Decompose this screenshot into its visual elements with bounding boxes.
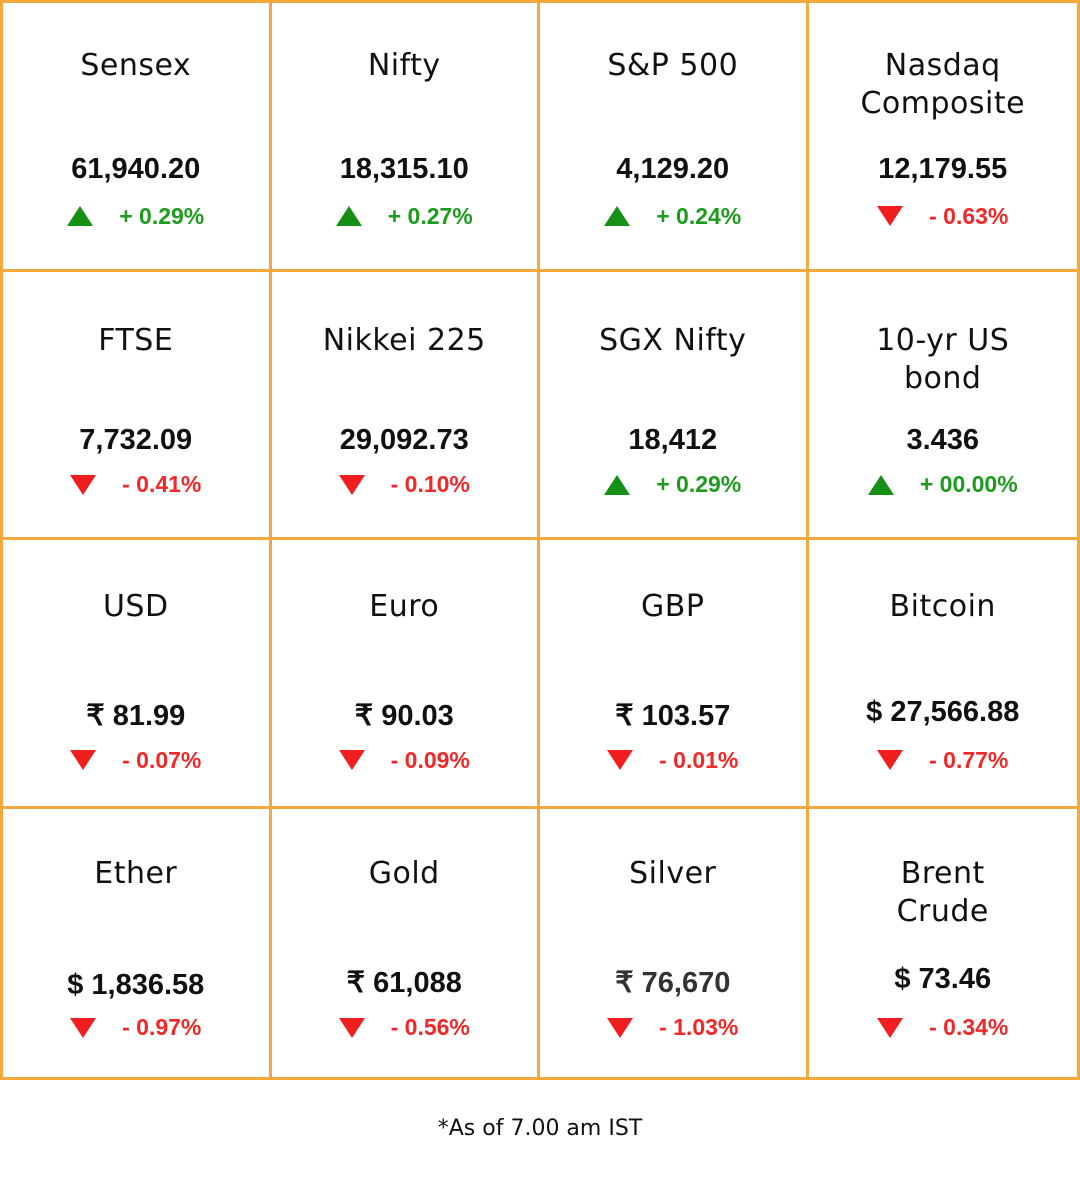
tile-name: GBP [641,589,705,624]
tile-change-text: - 0.56% [390,1014,470,1040]
tile-name: Euro [369,589,440,624]
tile-change-text: - 1.03% [659,1014,739,1040]
tile-change: + 0.24% [540,201,806,231]
tile-change: + 00.00% [809,470,1078,500]
tile-name: Bitcoin [889,589,996,624]
triangle-down-icon [338,750,365,770]
tile-value: 4,129.20 [616,153,730,185]
tile-name: Silver [629,855,717,891]
timestamp-note: *As of 7.00 am IST [437,1116,643,1141]
tile-change-text: - 0.10% [390,471,470,497]
tile-change-text: + 00.00% [919,471,1018,497]
triangle-up-icon [867,474,894,495]
tile-value: 12,179.55 [878,153,1008,185]
triangle-up-icon [604,474,631,495]
tile-change: - 0.01% [540,745,806,775]
tile-usd: USD ₹ 81.99 - 0.07% [3,540,272,809]
tile-value: ₹ 103.57 [615,700,731,732]
tile-change-text: + 0.29% [656,471,742,497]
tile-name: Gold [368,855,440,891]
tile-value: $ 1,836.58 [67,968,205,1001]
tile-bitcoin: Bitcoin $ 27,566.88 - 0.77% [808,540,1078,809]
triangle-down-icon [607,1017,634,1038]
tile-value: 3.436 [906,423,980,456]
triangle-down-icon [877,750,904,770]
tile-change-text: - 0.34% [929,1014,1009,1040]
tile-change: - 0.09% [272,745,538,775]
tile-sp500: S&P 500 4,129.20 + 0.24% [540,3,809,272]
tile-name: FTSE [98,322,174,358]
tile-change-text: - 0.07% [122,746,202,773]
tile-nifty: Nifty 18,315.10 + 0.27% [271,3,540,272]
tile-change: + 0.27% [272,201,538,231]
triangle-up-icon [67,206,94,226]
tile-change-text: - 0.01% [659,746,739,773]
tile-value: $ 73.46 [894,962,992,995]
tile-change: - 0.77% [809,745,1078,775]
tile-change-text: - 0.63% [929,202,1009,229]
tile-value: ₹ 90.03 [354,700,454,732]
tile-name: Ether [94,855,178,891]
tile-value: ₹ 76,670 [615,966,731,999]
tile-ether: Ether $ 1,836.58 - 0.97% [3,808,272,1077]
tile-change-text: + 0.27% [387,202,473,229]
triangle-down-icon [338,1017,365,1038]
tile-us-bond: 10-yr US bond 3.436 + 00.00% [808,272,1078,540]
tile-silver: Silver ₹ 76,670 - 1.03% [540,808,809,1077]
tile-change: - 1.03% [540,1013,806,1043]
tile-change: - 0.34% [809,1013,1078,1043]
tile-name: Nikkei 225 [322,322,486,358]
triangle-down-icon [877,1017,904,1038]
triangle-up-icon [604,206,631,226]
tile-nikkei: Nikkei 225 29,092.73 - 0.10% [271,271,540,540]
tile-gbp: GBP ₹ 103.57 - 0.01% [540,540,809,809]
triangle-down-icon [70,1017,97,1038]
tile-name: S&P 500 [607,48,739,83]
tile-change-text: + 0.29% [119,202,205,229]
tile-name: Nifty [367,48,441,83]
market-grid: Sensex 61,940.20 + 0.29% Nifty 18,315.10… [0,0,1080,1080]
tile-change-text: - 0.77% [929,746,1009,773]
tile-value: 61,940.20 [71,153,201,185]
tile-value: 29,092.73 [339,423,469,456]
tile-change: - 0.07% [3,745,269,775]
tile-name: Sensex [80,48,192,83]
tile-sgx-nifty: SGX Nifty 18,412 + 0.29% [540,271,809,540]
tile-change: + 0.29% [540,470,806,500]
tile-change: - 0.56% [272,1013,538,1043]
tile-gold: Gold ₹ 61,088 - 0.56% [272,808,540,1077]
tile-change-text: + 0.24% [656,202,742,229]
tile-change: - 0.63% [809,201,1078,231]
tile-name: 10-yr US bond [876,322,1010,396]
tile-change-text: - 0.09% [390,746,470,773]
tile-sensex: Sensex 61,940.20 + 0.29% [3,3,272,272]
tile-change-text: - 0.97% [122,1014,202,1040]
tile-change: - 0.10% [272,470,538,500]
tile-change: - 0.41% [3,470,269,500]
tile-name: USD [102,589,169,624]
tile-change: + 0.29% [3,201,269,231]
tile-value: $ 27,566.88 [866,696,1020,728]
tile-value: 18,412 [628,423,718,456]
triangle-down-icon [70,750,97,770]
tile-change: - 0.97% [3,1013,269,1043]
triangle-down-icon [70,474,97,495]
tile-name: SGX Nifty [599,322,747,358]
triangle-down-icon [607,750,634,770]
tile-ftse: FTSE 7,732.09 - 0.41% [3,271,272,540]
tile-brent-crude: Brent Crude $ 73.46 - 0.34% [809,809,1078,1078]
tile-euro: Euro ₹ 90.03 - 0.09% [271,540,540,809]
tile-name: Nasdaq Composite [860,48,1026,121]
triangle-down-icon [877,206,904,226]
tile-value: 7,732.09 [79,423,193,456]
tile-name: Brent Crude [896,855,989,929]
triangle-down-icon [338,474,365,495]
triangle-up-icon [335,206,362,226]
tile-change-text: - 0.41% [122,471,202,497]
tile-value: ₹ 61,088 [346,966,462,999]
tile-value: ₹ 81.99 [86,700,186,732]
tile-value: 18,315.10 [339,153,469,185]
tile-nasdaq: Nasdaq Composite 12,179.55 - 0.63% [808,3,1078,272]
